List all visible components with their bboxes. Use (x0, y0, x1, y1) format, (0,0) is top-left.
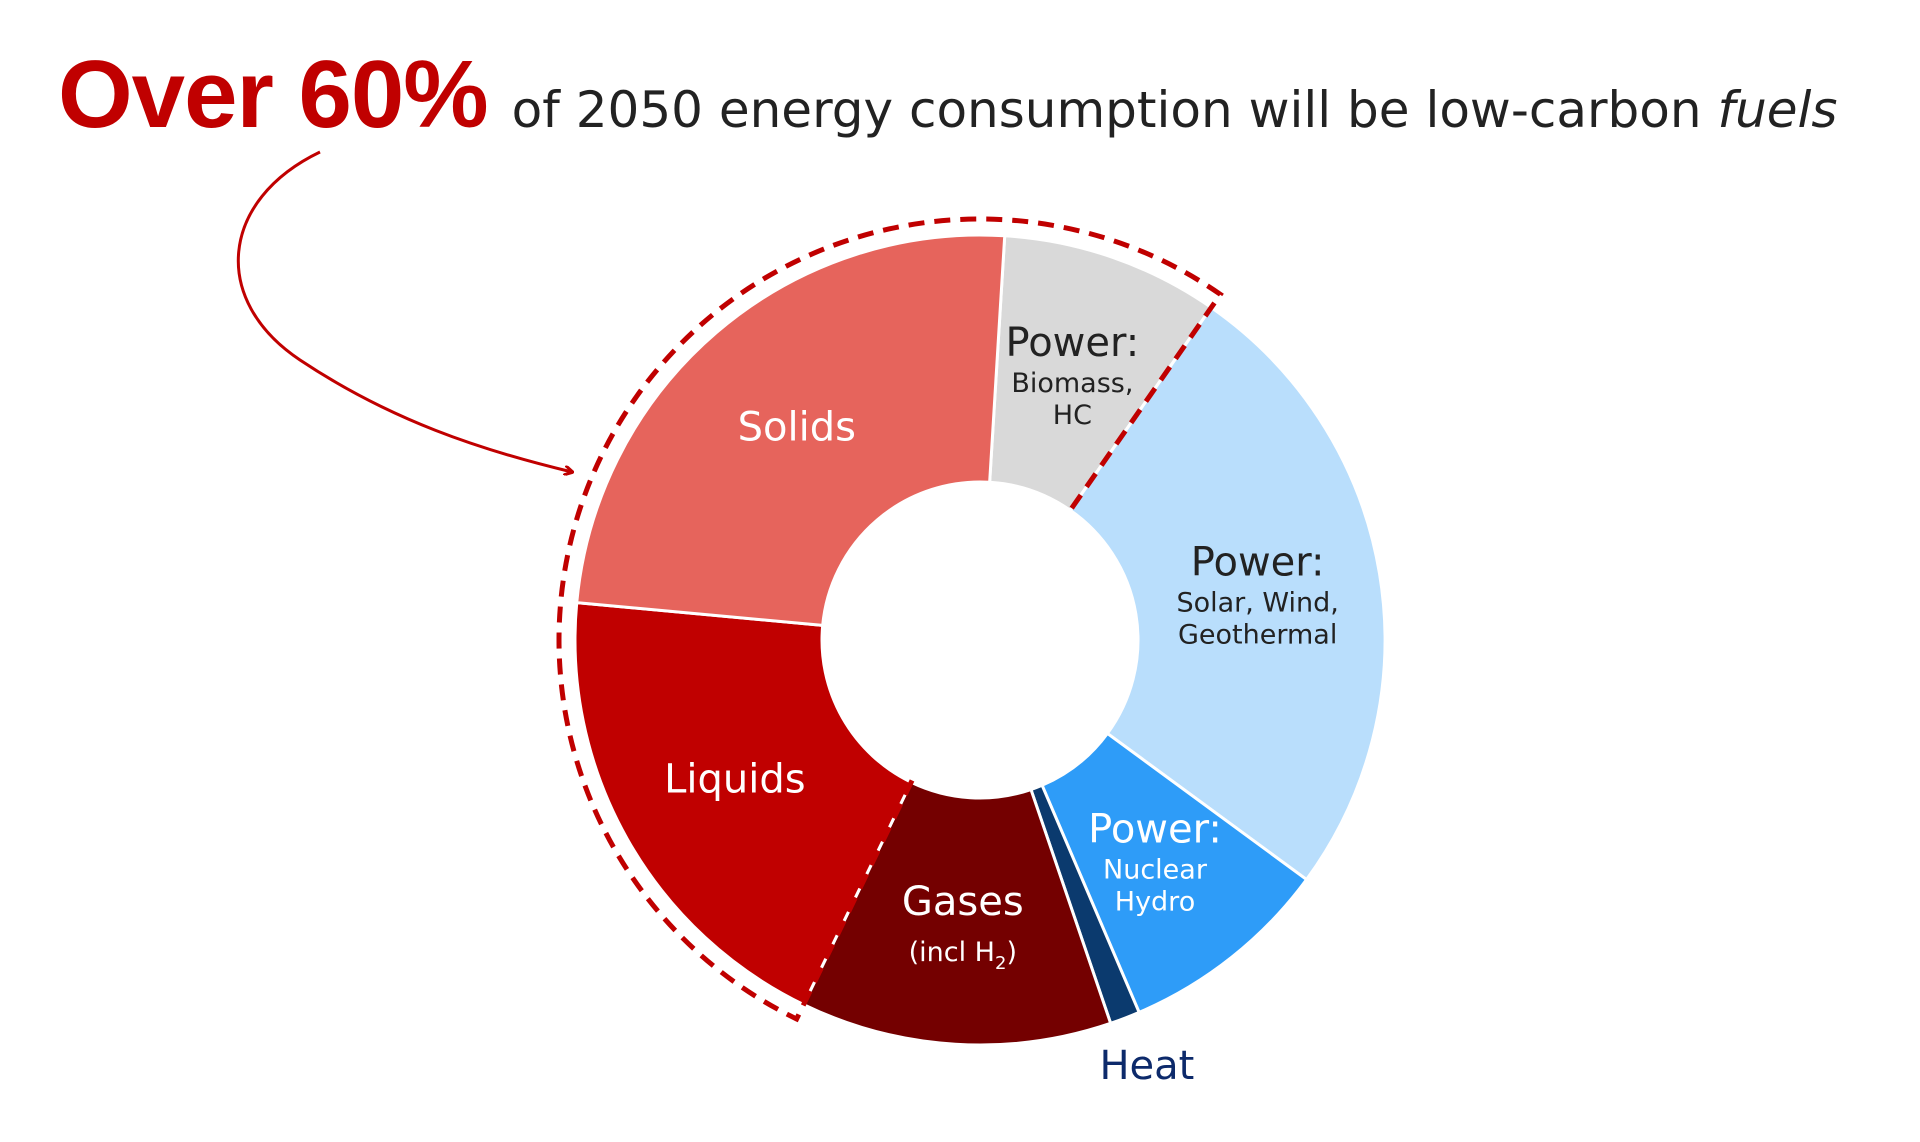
label-power-solar-wind-geothermal: Power:Solar, Wind,Geothermal (1176, 540, 1338, 651)
low-carbon-highlight (556, 216, 1224, 1023)
highlight-arrow (236, 150, 572, 472)
label-liquids: Liquids (664, 756, 805, 802)
label-solids: Solids (738, 404, 856, 450)
label-sub-line: Nuclear (1103, 854, 1208, 885)
label-title: Solids (738, 404, 856, 450)
headline-main-text: of 2050 energy consumption will be low-c… (511, 81, 1702, 139)
headline-emphasis: Over 60% (58, 41, 489, 148)
label-title: Power: (1088, 806, 1222, 852)
label-sub-line: Solar, Wind, (1176, 588, 1338, 619)
label-sub-line: HC (1053, 400, 1092, 431)
headline-text: of 2050 energy consumption will be low-c… (512, 81, 1838, 139)
label-heat: Heat (1099, 1043, 1194, 1089)
label-gases-incl-h2: Gases (incl H2) (902, 879, 1024, 974)
label-title: Power: (1006, 320, 1140, 366)
label-title: Heat (1099, 1043, 1194, 1089)
label-title: Liquids (664, 756, 805, 802)
highlight-dashed-outline (556, 216, 1224, 1023)
label-title: Power: (1191, 540, 1325, 586)
headline: Over 60% of 2050 energy consumption will … (58, 40, 1837, 150)
label-sub: (incl H2) (909, 937, 1017, 974)
slice-power-solar-wind-geothermal (1068, 305, 1387, 882)
donut-slices (573, 233, 1387, 1047)
label-sub-line: Hydro (1115, 886, 1195, 917)
label-sub-line: Biomass, (1011, 368, 1133, 399)
slice-power-biomass-hc (988, 234, 1214, 513)
slice-liquids (573, 600, 914, 1007)
slice-solids (575, 233, 1007, 628)
label-title: Gases (902, 879, 1024, 925)
headline-italic-word: fuels (1717, 81, 1838, 139)
label-power-biomass-hc: Power:Biomass,HC (1006, 320, 1140, 431)
label-sub-line: Geothermal (1178, 620, 1337, 651)
